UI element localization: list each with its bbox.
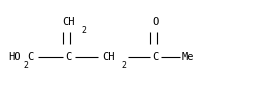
Text: CH: CH: [103, 52, 115, 62]
Text: C: C: [152, 52, 159, 62]
Text: HO: HO: [8, 52, 20, 62]
Text: 2: 2: [24, 61, 29, 70]
Text: O: O: [152, 17, 159, 27]
Text: 2: 2: [121, 61, 126, 70]
Text: Me: Me: [181, 52, 194, 62]
Text: CH: CH: [62, 17, 75, 27]
Text: 2: 2: [81, 26, 86, 35]
Text: C: C: [27, 52, 34, 62]
Text: C: C: [66, 52, 72, 62]
